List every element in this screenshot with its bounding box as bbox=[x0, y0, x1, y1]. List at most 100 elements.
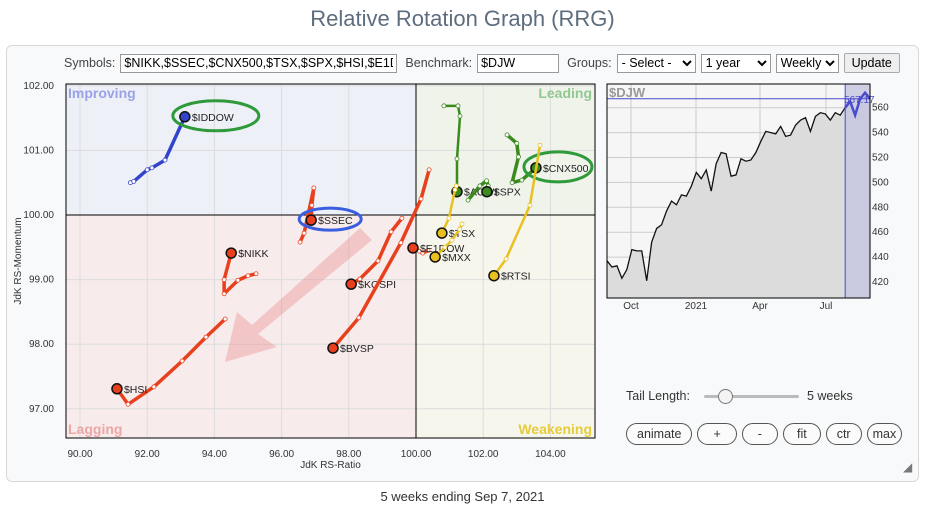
highlight-ellipse bbox=[171, 99, 261, 133]
head-point bbox=[225, 247, 237, 259]
tail-point bbox=[297, 239, 303, 245]
zoom-out-button[interactable]: - bbox=[741, 423, 778, 445]
tail-point bbox=[131, 179, 137, 184]
series-bvsp: $BVSP bbox=[327, 167, 432, 355]
x-tick-label: 90.00 bbox=[67, 449, 92, 460]
quadrant-improving bbox=[66, 84, 416, 215]
tail-point bbox=[537, 142, 543, 148]
tail-point bbox=[516, 154, 521, 160]
tail-length-slider[interactable] bbox=[703, 388, 799, 404]
x-axis-label: JdK RS-Ratio bbox=[300, 460, 361, 471]
series-kospi: $KOSPI bbox=[345, 215, 405, 291]
update-button[interactable]: Update bbox=[843, 53, 900, 73]
tail-line bbox=[115, 317, 227, 407]
y-tick-label: 420 bbox=[872, 277, 889, 288]
tail-point bbox=[449, 237, 455, 243]
groups-label: Groups: bbox=[567, 56, 612, 70]
tail-point bbox=[453, 183, 459, 189]
tail-point bbox=[301, 230, 307, 236]
series-mxx: $MXX bbox=[429, 221, 471, 264]
animate-button[interactable]: animate bbox=[626, 423, 693, 445]
x-tick-label: 92.00 bbox=[135, 449, 160, 460]
tail-point bbox=[309, 202, 315, 208]
tail-point bbox=[179, 358, 185, 364]
tail-point bbox=[149, 165, 155, 171]
tail-point bbox=[503, 256, 509, 262]
slider-handle[interactable] bbox=[717, 388, 733, 404]
chart-buttons: animate + - fit ctr max bbox=[626, 423, 903, 445]
y-tick-label: 440 bbox=[872, 252, 889, 263]
tail-point bbox=[441, 103, 447, 109]
groups-select[interactable]: - Select - bbox=[616, 53, 696, 73]
series-label: $IDDOW bbox=[192, 112, 234, 124]
y-tick-label: 520 bbox=[872, 153, 889, 164]
y-tick-label: 101.00 bbox=[23, 145, 54, 156]
toolbar: Symbols: Benchmark: Groups: - Select - 1… bbox=[64, 53, 900, 73]
plot-border bbox=[65, 83, 596, 439]
tail-point bbox=[457, 113, 463, 119]
series-label: $NIKK bbox=[238, 248, 268, 260]
y-tick-label: 98.00 bbox=[29, 339, 54, 350]
y-tick-label: 100.00 bbox=[23, 210, 54, 221]
x-tick-label: 96.00 bbox=[269, 449, 294, 460]
tail-point bbox=[504, 132, 510, 138]
head-point bbox=[305, 214, 317, 226]
tail-point bbox=[388, 229, 394, 235]
series-spx: $SPX bbox=[465, 178, 521, 203]
tail-point bbox=[311, 185, 317, 191]
tail-point bbox=[454, 156, 460, 162]
price-chart-border bbox=[606, 83, 871, 299]
resize-grip-icon[interactable]: ◢ bbox=[903, 460, 913, 474]
tail-point bbox=[144, 167, 150, 173]
tail-point bbox=[356, 315, 362, 321]
tail-period-band bbox=[845, 84, 870, 298]
last-value-label: 567.17 bbox=[844, 95, 875, 106]
max-button[interactable]: max bbox=[866, 423, 903, 445]
x-tick-label: 94.00 bbox=[202, 449, 227, 460]
zoom-in-button[interactable]: + bbox=[697, 423, 737, 445]
tail-point bbox=[203, 334, 209, 340]
tail-point bbox=[425, 248, 431, 253]
y-tick-label: 97.00 bbox=[29, 404, 54, 415]
tail-point bbox=[446, 215, 452, 221]
head-point bbox=[327, 342, 339, 354]
series-rtsi: $RTSI bbox=[488, 142, 543, 283]
tail-point bbox=[125, 401, 131, 407]
head-point bbox=[407, 242, 419, 254]
x-tick-label: 104.00 bbox=[535, 449, 566, 460]
tail-point bbox=[235, 277, 241, 283]
fit-button[interactable]: fit bbox=[782, 423, 821, 445]
y-tick-label: 560 bbox=[872, 103, 889, 114]
tail-point bbox=[426, 167, 432, 173]
tail-point bbox=[442, 244, 448, 250]
highlight-ellipse bbox=[297, 206, 363, 232]
head-point bbox=[179, 111, 191, 123]
period-select[interactable]: 1 year bbox=[700, 53, 771, 73]
symbols-input[interactable] bbox=[120, 53, 398, 73]
series-cnx500: $CNX500 bbox=[504, 132, 594, 186]
price-area bbox=[607, 92, 870, 298]
y-tick-label: 540 bbox=[872, 128, 889, 139]
tail-point bbox=[253, 271, 259, 277]
series-ssec: $SSEC bbox=[297, 185, 363, 245]
tail-point bbox=[509, 180, 515, 186]
tail-point bbox=[477, 183, 483, 189]
quadrant-label-leading: Leading bbox=[538, 85, 592, 101]
benchmark-input[interactable] bbox=[477, 53, 560, 73]
interval-select[interactable]: Weekly bbox=[775, 53, 839, 73]
x-tick-label: Apr bbox=[752, 301, 768, 312]
center-button[interactable]: ctr bbox=[825, 423, 862, 445]
y-tick-label: 99.00 bbox=[29, 275, 54, 286]
series-label: $SPX bbox=[494, 187, 521, 199]
head-point bbox=[488, 269, 500, 282]
x-tick-label: Oct bbox=[623, 301, 639, 312]
price-line-tail bbox=[844, 90, 871, 120]
x-tick-label: 2021 bbox=[685, 301, 708, 312]
tail-point bbox=[221, 277, 227, 283]
quadrant-label-improving: Improving bbox=[68, 85, 136, 101]
series-label: $BVSP bbox=[340, 343, 374, 355]
tail-point bbox=[222, 316, 228, 322]
arrow-annotation bbox=[225, 228, 372, 362]
tail-line bbox=[492, 143, 542, 277]
series-label: $MXX bbox=[442, 252, 471, 264]
